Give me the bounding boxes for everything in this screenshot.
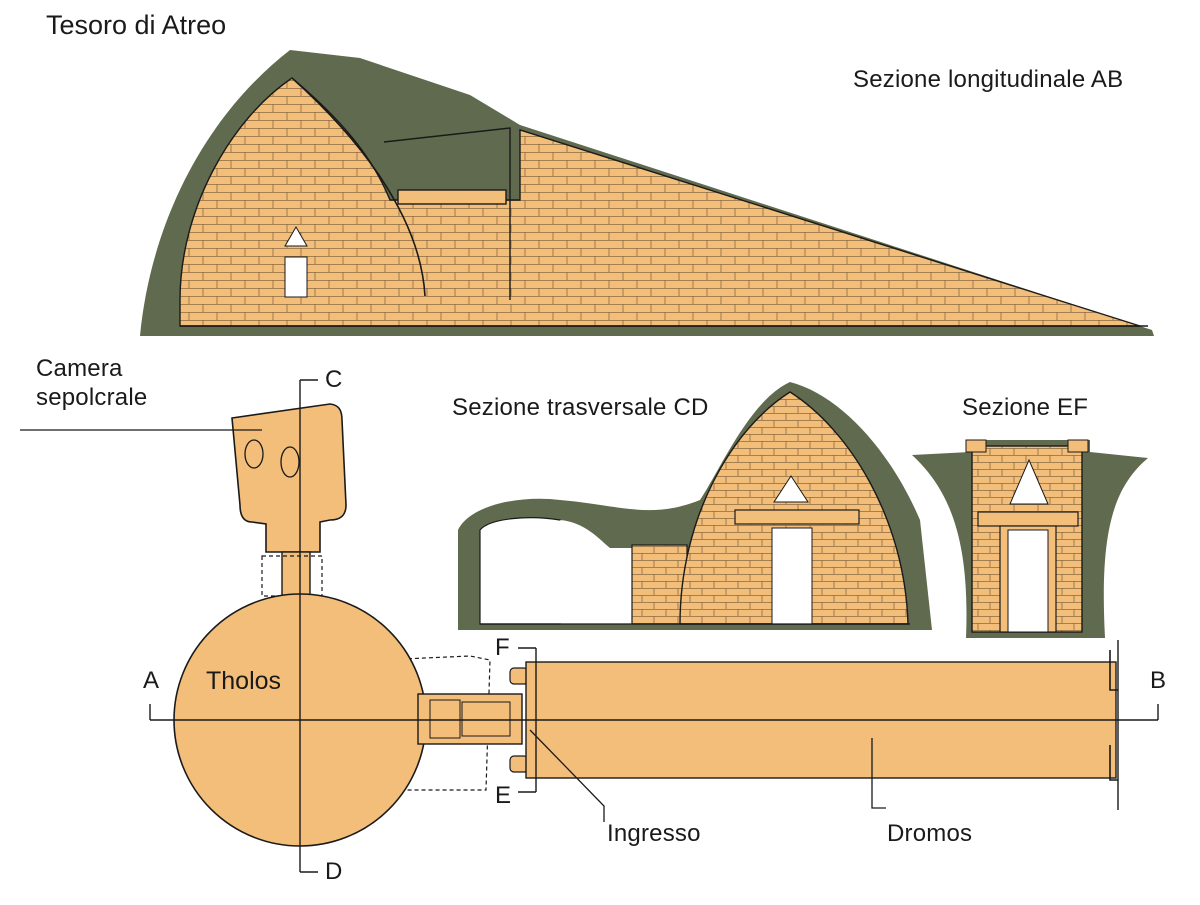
point-a-label: A	[143, 667, 160, 694]
longitudinal-section	[140, 50, 1154, 336]
camera-sepolcrale-shape	[231, 403, 347, 553]
point-d-label: D	[325, 858, 343, 885]
cd-side-chamber-right	[560, 520, 632, 624]
ingresso-inner	[429, 699, 461, 739]
ingresso-label: Ingresso	[607, 820, 701, 847]
ef-cap-right	[1067, 439, 1089, 453]
ef-relieving-triangle	[1009, 458, 1049, 505]
camera-label-line1: Camera	[36, 355, 123, 382]
dromos-end-marks	[1109, 650, 1118, 781]
doorway	[284, 256, 308, 298]
ingresso-inner-2	[461, 701, 511, 737]
ef-section-label: Sezione EF	[962, 394, 1089, 421]
transversal-section-label: Sezione trasversale CD	[452, 394, 709, 421]
point-b-label: B	[1150, 667, 1167, 694]
dromos-label: Dromos	[887, 820, 973, 847]
point-c-label: C	[325, 366, 343, 393]
cd-lintel	[734, 509, 860, 525]
camera-passage	[281, 551, 311, 601]
ef-door	[1007, 529, 1049, 633]
dromos-leader	[871, 738, 886, 809]
camera-pit-left	[244, 439, 264, 469]
camera-pit-right	[280, 446, 300, 478]
tholos-label: Tholos	[206, 667, 282, 695]
cd-dome	[679, 391, 909, 625]
ef-cap-left	[965, 439, 987, 453]
longitudinal-section-label: Sezione longitudinale AB	[853, 66, 1124, 93]
plan-view	[20, 379, 1159, 873]
camera-label-line2: sepolcrale	[36, 384, 148, 411]
dome-curve	[291, 77, 426, 297]
ef-lintel	[977, 511, 1079, 527]
point-e-label: E	[495, 782, 512, 809]
point-f-label: F	[495, 634, 510, 661]
relieving-triangle	[284, 226, 308, 247]
dome-masonry	[179, 77, 1141, 327]
dromos-top	[383, 127, 511, 300]
ingresso-leader	[529, 729, 605, 822]
page-title: Tesoro di Atreo	[46, 10, 227, 40]
cd-relieving-triangle	[773, 475, 809, 503]
cd-small-masonry	[631, 544, 688, 625]
lintel	[397, 189, 507, 205]
ef-section	[912, 439, 1148, 638]
transversal-section	[458, 382, 932, 630]
cd-door	[771, 527, 813, 625]
